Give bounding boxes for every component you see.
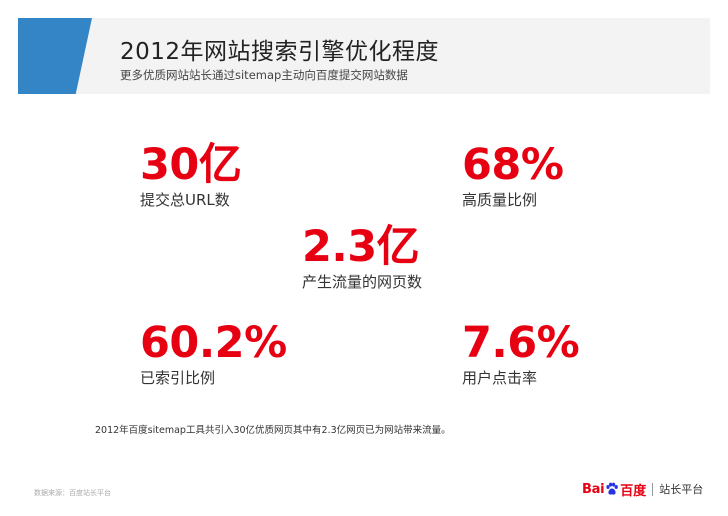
brand-bai-text: Bai	[582, 481, 605, 497]
stat-label: 已索引比例	[140, 369, 216, 387]
stat-value: 7.6%	[462, 318, 580, 368]
stat-traffic-pages: 2.3亿 产生流量的网页数	[302, 224, 422, 292]
stat-indexed-ratio: 60.2% 已索引比例	[140, 320, 287, 388]
stat-label: 高质量比例	[462, 191, 538, 209]
baidu-brand-logo: Bai 百度 站长平台	[582, 478, 703, 500]
brand-du-text: 百度	[620, 483, 647, 499]
page-subtitle: 更多优质网站站长通过sitemap主动向百度提交网站数据	[120, 68, 408, 82]
data-source: 数据来源：百度站长平台	[34, 489, 111, 497]
stat-label: 提交总URL数	[140, 191, 230, 209]
stat-value: 2.3亿	[302, 222, 420, 272]
brand-platform-text: 站长平台	[659, 483, 704, 496]
stat-high-quality-ratio: 68% 高质量比例	[462, 140, 564, 210]
header-band	[18, 18, 710, 94]
brand-divider	[652, 482, 654, 496]
footnote: 2012年百度sitemap工具共引入30亿优质网页其中有2.3亿网页已为网站带…	[95, 425, 451, 436]
stat-label: 产生流量的网页数	[302, 273, 423, 291]
stat-value: 68%	[462, 140, 564, 190]
baidu-paw-icon	[605, 482, 619, 496]
stat-click-rate: 7.6% 用户点击率	[462, 318, 580, 388]
page-title: 2012年网站搜索引擎优化程度	[120, 39, 440, 65]
stat-value: 30亿	[140, 140, 242, 190]
stat-value: 60.2%	[140, 318, 287, 368]
stat-total-urls: 30亿 提交总URL数	[140, 140, 242, 210]
stat-label: 用户点击率	[462, 369, 538, 387]
